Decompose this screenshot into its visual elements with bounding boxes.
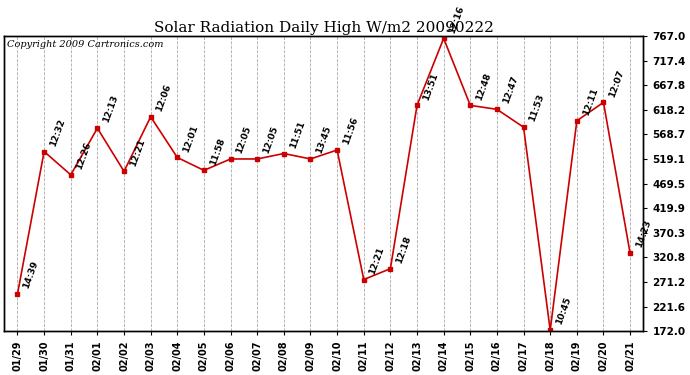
Text: 13:45: 13:45	[315, 125, 333, 155]
Text: 12:26: 12:26	[75, 141, 93, 171]
Text: 12:05: 12:05	[262, 125, 279, 155]
Text: 12:13: 12:13	[101, 94, 120, 124]
Text: 10:45: 10:45	[554, 296, 573, 326]
Text: 12:48: 12:48	[475, 71, 493, 101]
Text: 12:05: 12:05	[235, 125, 253, 155]
Text: 12:06: 12:06	[155, 83, 173, 112]
Text: 12:32: 12:32	[48, 117, 66, 147]
Text: 12:18: 12:18	[395, 234, 413, 264]
Title: Solar Radiation Daily High W/m2 20090222: Solar Radiation Daily High W/m2 20090222	[154, 21, 494, 35]
Text: 14:23: 14:23	[634, 219, 653, 249]
Text: 12:07: 12:07	[608, 68, 626, 98]
Text: 11:53: 11:53	[528, 93, 546, 123]
Text: Copyright 2009 Cartronics.com: Copyright 2009 Cartronics.com	[8, 40, 164, 50]
Text: 12:01: 12:01	[181, 123, 199, 153]
Text: 11:56: 11:56	[342, 116, 359, 146]
Text: 14:39: 14:39	[21, 260, 40, 290]
Text: 11:58: 11:58	[208, 136, 226, 166]
Text: 11:51: 11:51	[288, 119, 306, 149]
Text: 12:11: 12:11	[581, 87, 599, 117]
Text: 12:47: 12:47	[501, 75, 520, 105]
Text: 12:16: 12:16	[448, 4, 466, 34]
Text: 12:21: 12:21	[128, 137, 146, 167]
Text: 13:51: 13:51	[421, 71, 440, 101]
Text: 12:21: 12:21	[368, 245, 386, 275]
